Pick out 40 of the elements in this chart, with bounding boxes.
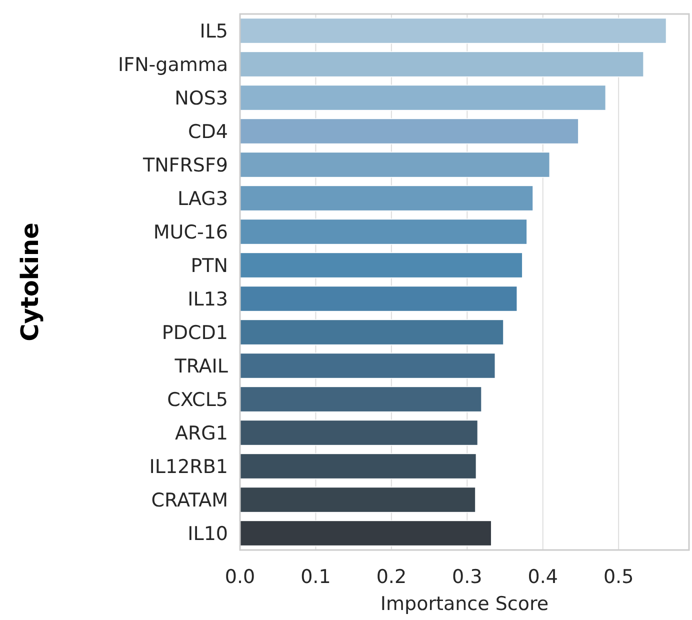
y-tick-label: ARG1 — [174, 422, 228, 444]
bar — [240, 84, 606, 111]
bar — [240, 286, 518, 312]
y-tick-label: IFN-gamma — [118, 54, 228, 76]
y-tick-label: PDCD1 — [162, 322, 228, 344]
y-tick-label: IL12RB1 — [149, 456, 228, 478]
x-tick-label: 0.4 — [528, 566, 558, 588]
bar — [240, 352, 496, 379]
y-tick-label: IL13 — [188, 288, 228, 310]
bar — [240, 252, 523, 278]
y-tick-label: NOS3 — [174, 87, 228, 110]
y-tick-label: MUC-16 — [153, 221, 228, 244]
x-tick-label: 0.3 — [452, 566, 482, 588]
bar — [240, 118, 579, 144]
y-tick-label: CXCL5 — [167, 388, 228, 411]
y-tick-label: CD4 — [188, 120, 228, 143]
y-tick-label: TNFRSF9 — [142, 154, 228, 176]
bar — [240, 18, 667, 44]
y-tick-label: CRATAM — [151, 489, 228, 512]
x-axis-title: Importance Score — [380, 593, 549, 615]
x-tick-label: 0.0 — [224, 566, 256, 588]
bar — [240, 152, 550, 178]
bar — [240, 218, 528, 245]
bar — [240, 420, 478, 446]
x-tick-label: 0.5 — [603, 566, 634, 588]
bar — [240, 185, 534, 212]
bar — [240, 319, 504, 346]
bar — [240, 51, 644, 78]
y-tick-label: PTN — [190, 254, 228, 277]
y-tick-label: TRAIL — [174, 355, 228, 378]
x-tick-label: 0.1 — [300, 566, 331, 588]
y-tick-label: IL10 — [188, 522, 228, 545]
bar — [240, 520, 492, 546]
y-tick-label: IL5 — [200, 20, 228, 42]
y-axis-title: Cytokine — [16, 222, 44, 342]
x-tick-label: 0.2 — [376, 566, 407, 588]
y-tick-label: LAG3 — [178, 188, 228, 210]
bar — [240, 386, 482, 412]
bar — [240, 486, 476, 513]
bar — [240, 453, 477, 480]
